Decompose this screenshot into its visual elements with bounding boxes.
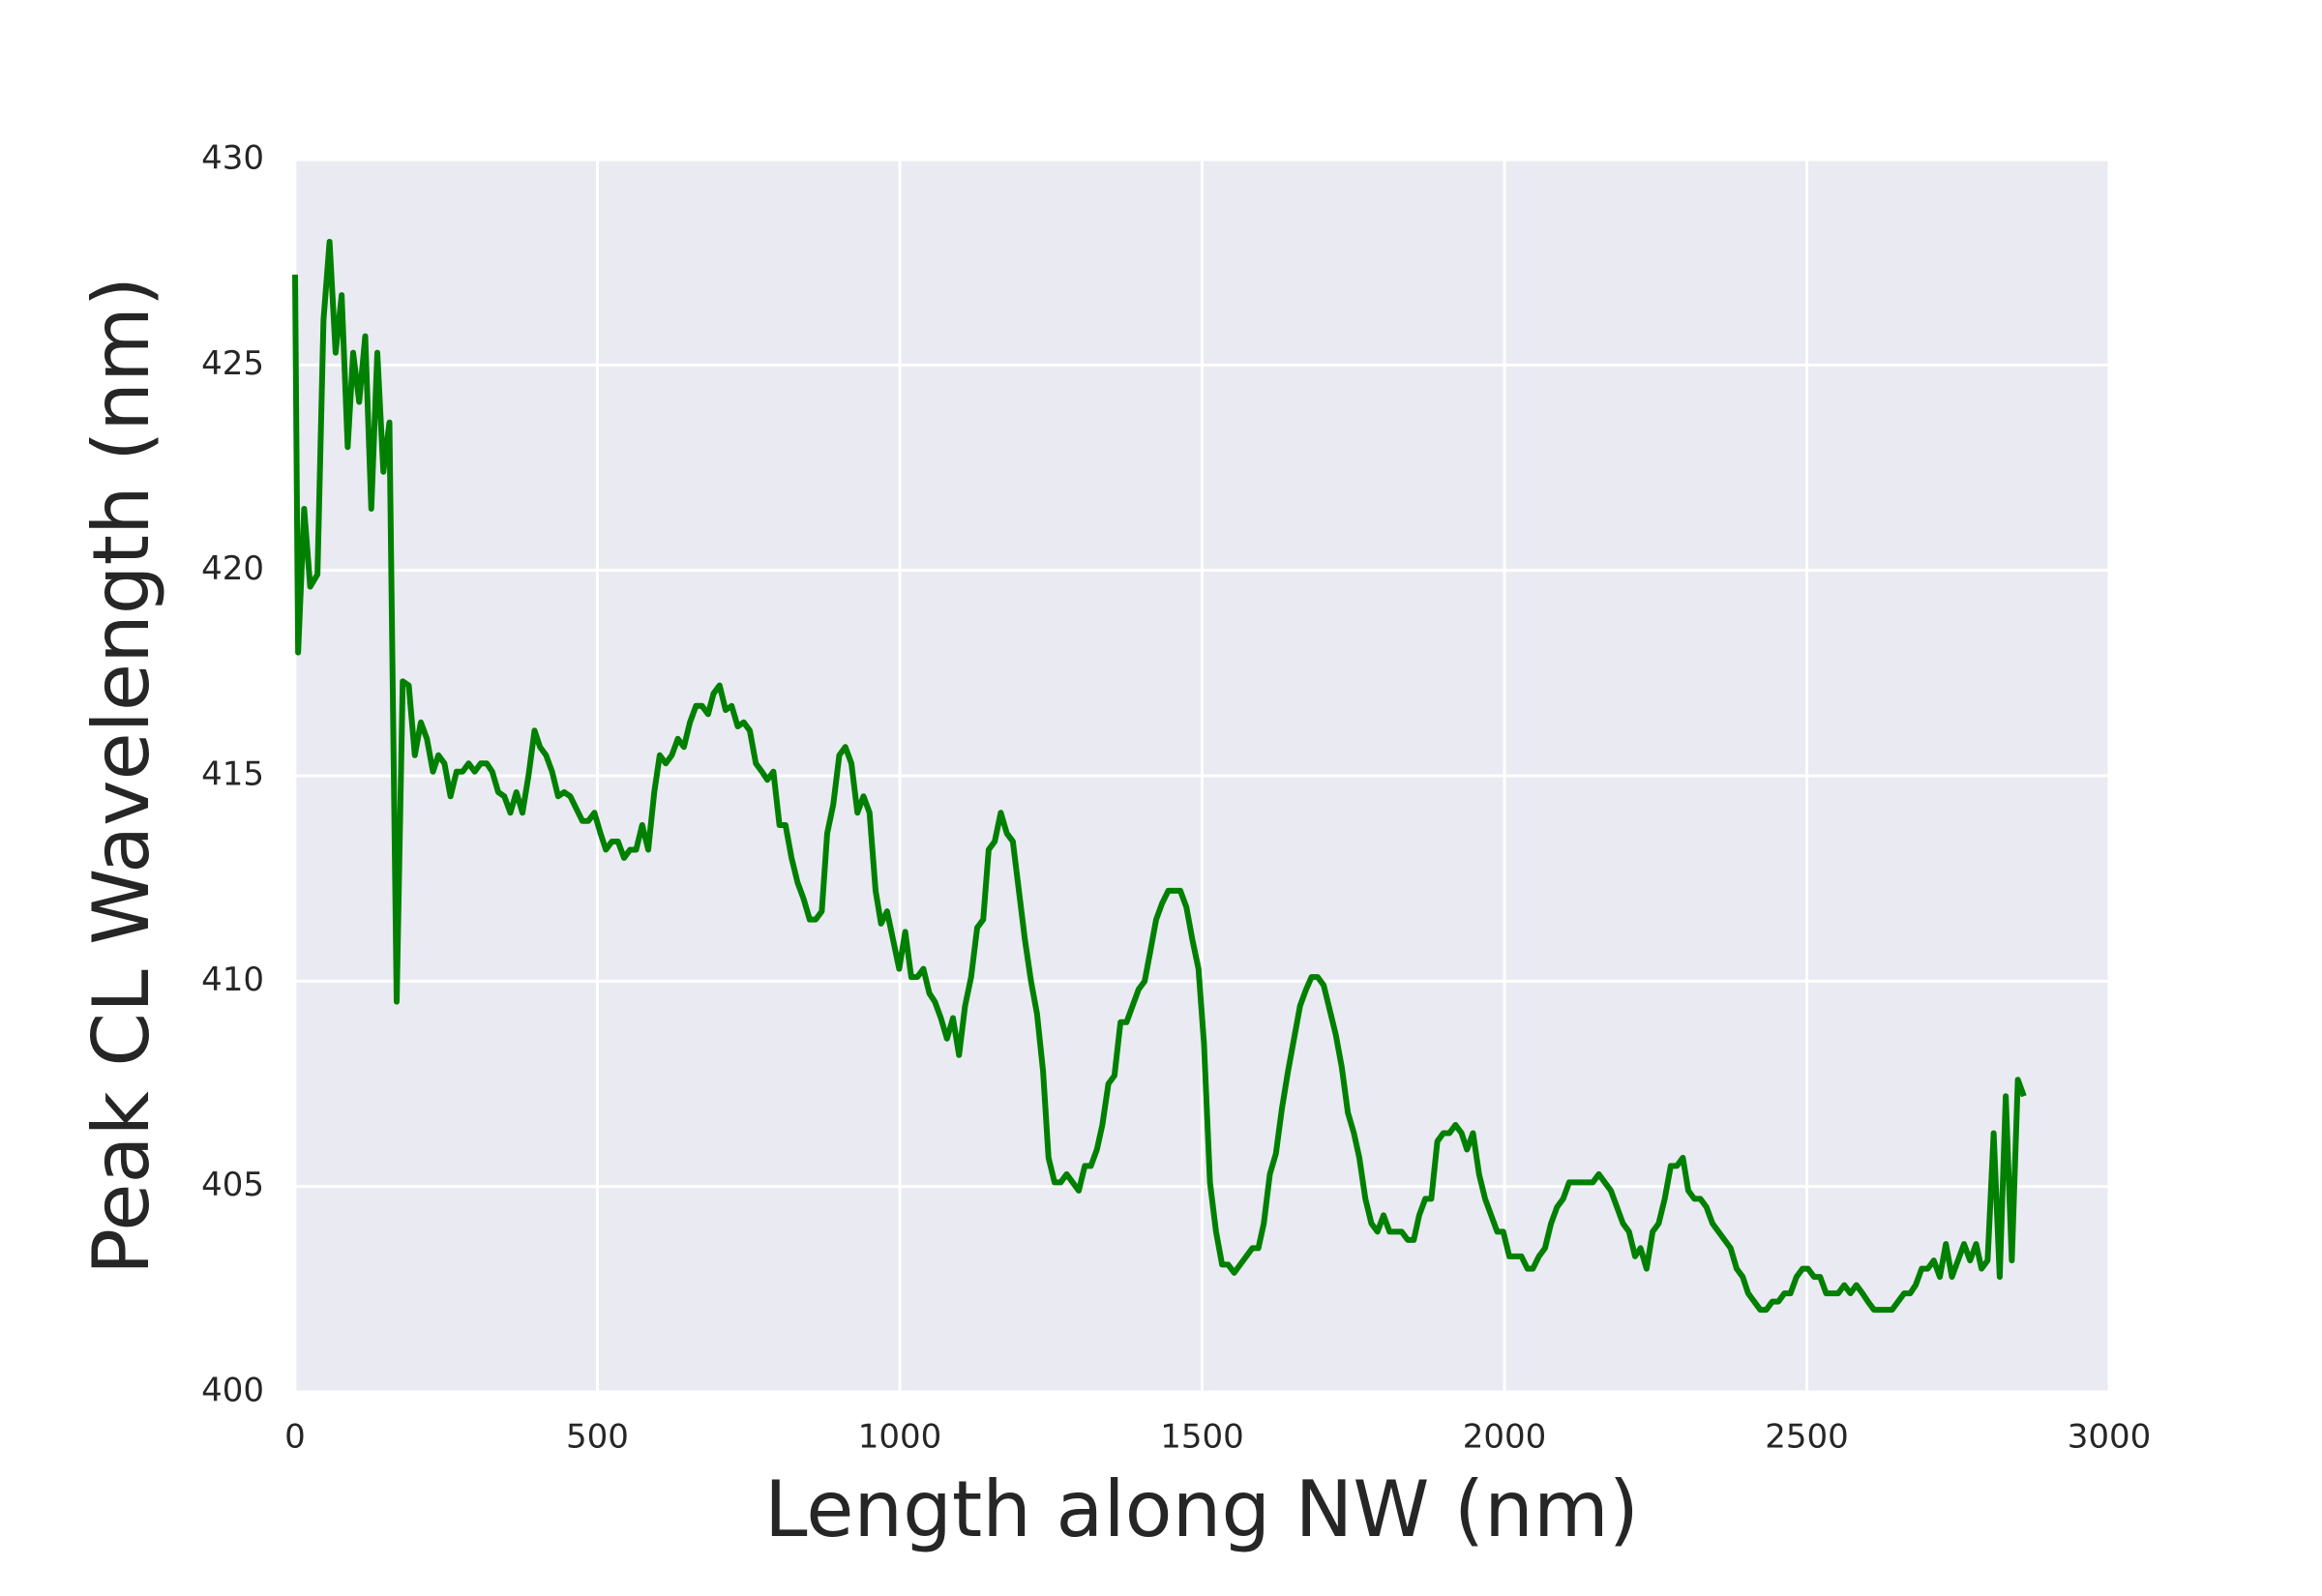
x-tick-label: 500: [566, 1418, 629, 1457]
line: [292, 238, 2027, 1314]
y-tick-label: 420: [201, 549, 264, 588]
y-tick-label: 410: [201, 961, 264, 999]
y-tick-label: 425: [201, 344, 264, 383]
y-tick-label: 430: [201, 139, 264, 178]
x-tick-label: 2500: [1765, 1418, 1849, 1457]
x-tick-label: 2000: [1463, 1418, 1547, 1457]
y-tick-label: 405: [201, 1166, 264, 1204]
y-axis-label: Peak CL Wavelength (nm): [76, 277, 166, 1275]
x-axis-label: Length along NW (nm): [764, 1464, 1639, 1554]
y-tick-label: 400: [201, 1372, 264, 1410]
y-tick-label: 415: [201, 755, 264, 794]
x-tick-label: 1000: [858, 1418, 942, 1457]
x-tick-label: 3000: [2068, 1418, 2152, 1457]
x-tick-label: 1500: [1160, 1418, 1244, 1457]
x-tick-label: 0: [284, 1418, 306, 1457]
